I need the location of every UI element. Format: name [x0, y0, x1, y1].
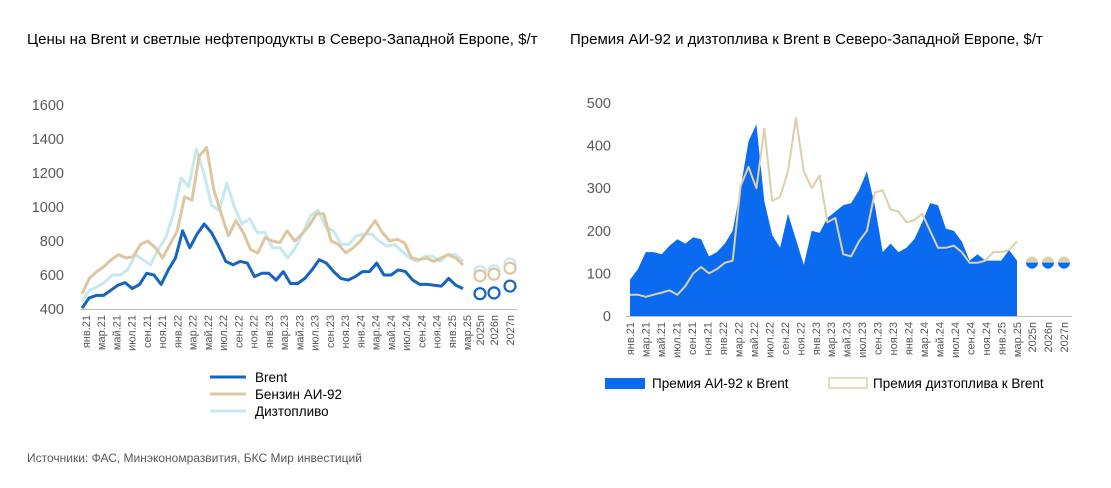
chart-1-y-tick: 600 — [40, 268, 64, 284]
chart-1-x-tick: июл.23 — [310, 315, 322, 351]
chart-1-x-tick-forecast: 2027п — [505, 315, 517, 345]
chart-1-legend-label: Brent — [255, 370, 288, 385]
chart-2-legend-label-1: Премия дизтоплива к Brent — [873, 376, 1044, 391]
chart-1-x-tick: ноя.23 — [340, 315, 352, 348]
chart-2-x-tick: май.22 — [749, 322, 761, 357]
chart-1-x-tick: янв.21 — [81, 315, 93, 348]
chart-1-forecast-point-0 — [473, 287, 487, 301]
chart-1-x-tick: янв.24 — [355, 315, 367, 348]
chart-1-forecast-point-0 — [487, 286, 501, 300]
chart-1-x-tick: июл.24 — [401, 315, 413, 351]
chart-2-forecast-point-0 — [1058, 262, 1070, 269]
chart-1-legend-label: Дизтопливо — [255, 404, 329, 419]
chart-2-x-tick: июл.23 — [857, 322, 869, 358]
chart-2-x-tick: май.23 — [842, 322, 854, 357]
chart-2-forecast-point-0 — [1042, 262, 1054, 269]
chart-1-x-tick: янв.25 — [447, 315, 459, 348]
chart-2-x-tick: янв.22 — [718, 322, 730, 355]
chart-2-forecast-point-1 — [1026, 256, 1038, 263]
chart-2-y-tick: 300 — [587, 181, 611, 197]
chart-1-x-tick: мар.24 — [371, 315, 383, 350]
chart-1-x-tick: мар.25 — [462, 315, 474, 350]
chart-2-x-tick-forecast: 2025п — [1027, 322, 1039, 352]
chart-1-y-tick: 1200 — [32, 166, 64, 182]
chart-2-x-tick: мар.24 — [919, 322, 931, 357]
chart-1-x-tick: май.21 — [111, 315, 123, 350]
chart-1-forecast-point-1 — [503, 261, 517, 275]
chart-2-x-tick: мар.23 — [826, 322, 838, 357]
chart-1-y-tick: 1400 — [32, 132, 64, 148]
chart-1-x-tick: июл.21 — [127, 315, 139, 351]
chart-1-x-tick: сен.22 — [233, 315, 245, 348]
chart-1-x-tick: мар.23 — [279, 315, 291, 350]
chart-2-series-line-1 — [630, 116, 1018, 298]
chart-2-x-tick-forecast: 2026п — [1043, 322, 1055, 352]
chart-2-x-tick: янв.24 — [904, 322, 916, 355]
chart-1-x-tick: сен.23 — [325, 315, 337, 348]
chart-1-series-line-1 — [80, 146, 465, 295]
chart-1-forecast-point-1 — [487, 267, 501, 281]
chart-2-x-tick: сен.23 — [873, 322, 885, 355]
chart-1-x-tick-forecast: 2025п — [475, 315, 487, 345]
chart-2-y-tick: 400 — [587, 139, 611, 155]
chart-2-forecast-point-1 — [1058, 256, 1070, 263]
chart-1-x-tick: мар.22 — [188, 315, 200, 350]
chart-1-y-tick: 800 — [40, 234, 64, 250]
chart-2-x-tick: янв.21 — [625, 322, 637, 355]
chart-2-x-tick-forecast: 2027п — [1059, 322, 1071, 352]
chart-2-legend-swatch-1 — [828, 377, 868, 389]
chart-2-x-tick: мар.21 — [640, 322, 652, 357]
chart-1-x-tick: сен.24 — [416, 315, 428, 348]
chart-2-legend-label-0: Премия АИ-92 к Brent — [652, 376, 789, 391]
chart-2-x-tick: май.21 — [656, 322, 668, 357]
chart-1-x-tick: янв.23 — [264, 315, 276, 348]
chart-1-x-tick: май.23 — [294, 315, 306, 350]
chart-1-x-tick: ноя.21 — [157, 315, 169, 348]
chart-1-series-line-0 — [80, 222, 464, 309]
chart-1-x-tick-forecast: 2026п — [489, 315, 501, 345]
chart-2-x-tick: июл.22 — [764, 322, 776, 358]
chart-2-x-tick: ноя.23 — [888, 322, 900, 355]
chart-1-x-tick: сен.21 — [142, 315, 154, 348]
chart-1-x-tick: ноя.22 — [249, 315, 261, 348]
chart-1-forecast-point-0 — [503, 279, 517, 293]
chart-2-x-tick: мар.22 — [733, 322, 745, 357]
chart-1-forecast-point-1 — [473, 269, 487, 283]
chart-2-x-tick: ноя.24 — [981, 322, 993, 355]
chart-1-series-line-2 — [80, 147, 465, 302]
chart-2-y-tick: 0 — [603, 309, 611, 325]
chart-1-x-tick: май.22 — [203, 315, 215, 350]
chart-2-forecast-point-1 — [1042, 256, 1054, 263]
chart-1-legend-label: Бензин АИ-92 — [255, 387, 342, 402]
chart-2-x-tick: май.24 — [935, 322, 947, 357]
chart-1-x-tick: июл.22 — [218, 315, 230, 351]
chart-2-x-tick: янв.25 — [997, 322, 1009, 355]
chart-2-forecast-point-0 — [1026, 262, 1038, 269]
chart-2-x-tick: июл.21 — [671, 322, 683, 358]
chart-1-x-tick: мар.21 — [96, 315, 108, 350]
chart-2-x-tick: сен.22 — [780, 322, 792, 355]
source-note: Источники: ФАС, Минэкономразвития, БКС М… — [27, 451, 362, 465]
chart-2-x-tick: сен.21 — [687, 322, 699, 355]
chart-1-x-tick: май.24 — [386, 315, 398, 350]
chart-2-x-tick: ноя.22 — [795, 322, 807, 355]
chart-2-legend-swatch-0 — [605, 378, 645, 389]
chart-2-series-area-0 — [630, 124, 1017, 316]
chart-2-x-tick: сен.24 — [966, 322, 978, 355]
chart-2-x-tick: ноя.21 — [702, 322, 714, 355]
chart-2-y-tick: 100 — [587, 266, 611, 282]
chart-2-y-tick: 200 — [587, 224, 611, 240]
chart-1-x-tick: янв.22 — [172, 315, 184, 348]
chart-1-y-tick: 400 — [40, 302, 64, 318]
chart-2-x-tick: мар.25 — [1012, 322, 1024, 357]
chart-1-title: Цены на Brent и светлые нефтепродукты в … — [27, 31, 538, 48]
chart-2-x-tick: июл.24 — [950, 322, 962, 358]
chart-2-y-tick: 500 — [587, 96, 611, 112]
chart-1-x-tick: ноя.24 — [432, 315, 444, 348]
chart-1-y-tick: 1000 — [32, 200, 64, 216]
chart-1-y-tick: 1600 — [32, 98, 64, 114]
chart-2-title: Премия АИ-92 и дизтоплива к Brent в Севе… — [570, 31, 1043, 48]
chart-2-x-tick: янв.23 — [811, 322, 823, 355]
